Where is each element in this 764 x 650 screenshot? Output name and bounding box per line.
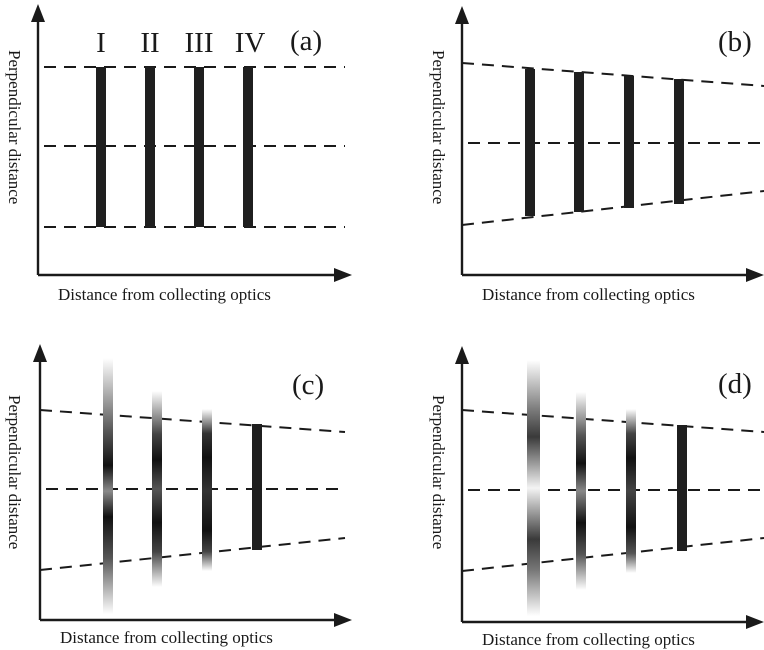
panel-d-y-arrow-icon — [455, 346, 469, 364]
panel-c-dashed-line-top — [39, 409, 346, 433]
panel-a-bar-1 — [96, 67, 106, 227]
panel-c-y-label: Perpendicular distance — [5, 395, 24, 549]
panel-b-y-label: Perpendicular distance — [429, 50, 448, 204]
panel-a-x-arrow-icon — [334, 268, 352, 282]
panel-a-x-label: Distance from collecting optics — [58, 285, 271, 304]
panel-d-bar-3 — [626, 409, 636, 573]
panel-d-x-label: Distance from collecting optics — [482, 630, 695, 649]
panel-b-bar-2 — [574, 72, 584, 212]
panel-b: (b) Distance from collecting optics Perp… — [429, 6, 764, 304]
panel-d-bar-4 — [677, 425, 687, 551]
panel-d-bar-2 — [576, 392, 586, 590]
panel-a-y-arrow-icon — [31, 4, 45, 22]
panel-a-y-label: Perpendicular distance — [5, 50, 24, 204]
panel-d-dashed-line-top — [461, 409, 764, 433]
bar-label-i: I — [96, 27, 106, 59]
panel-c-bar-1 — [103, 358, 113, 614]
panel-d-dashed-line-bottom — [461, 537, 764, 572]
panel-a-bar-4 — [243, 67, 253, 227]
panel-a-bar-3 — [194, 67, 204, 227]
panel-c-y-arrow-icon — [33, 344, 47, 362]
panel-d-bar-1 — [527, 360, 540, 616]
panel-a: I II III IV (a) Distance from collecting… — [5, 4, 352, 304]
panel-c-bar-4 — [252, 424, 262, 550]
bar-label-ii: II — [140, 27, 159, 59]
bar-label-iv: IV — [235, 27, 266, 59]
panel-b-bar-3 — [624, 76, 634, 208]
panel-b-x-label: Distance from collecting optics — [482, 285, 695, 304]
panel-c-bar-2 — [152, 391, 162, 587]
panel-c-dashed-line-bottom — [39, 537, 346, 571]
panel-b-bar-1 — [525, 69, 535, 216]
panel-b-dashed-line-top — [461, 62, 764, 87]
panel-d-x-arrow-icon — [746, 615, 764, 629]
panel-c-bar-3 — [202, 409, 212, 571]
panel-d-y-label: Perpendicular distance — [429, 395, 448, 549]
panel-c-x-label: Distance from collecting optics — [60, 628, 273, 647]
panel-b-dashed-line-bottom — [461, 190, 764, 226]
panel-b-bar-4 — [674, 79, 684, 204]
panel-c-tag: (c) — [292, 369, 324, 401]
panel-a-tag: (a) — [290, 25, 322, 57]
panel-d: (d) Distance from collecting optics Perp… — [429, 346, 764, 649]
panel-d-tag: (d) — [718, 368, 752, 400]
bar-label-iii: III — [185, 27, 214, 59]
panel-b-x-arrow-icon — [746, 268, 764, 282]
panel-c: (c) Distance from collecting optics Perp… — [5, 344, 352, 647]
panel-b-tag: (b) — [718, 26, 752, 58]
panel-c-x-arrow-icon — [334, 613, 352, 627]
panel-b-y-arrow-icon — [455, 6, 469, 24]
panel-a-bar-2 — [145, 67, 155, 227]
